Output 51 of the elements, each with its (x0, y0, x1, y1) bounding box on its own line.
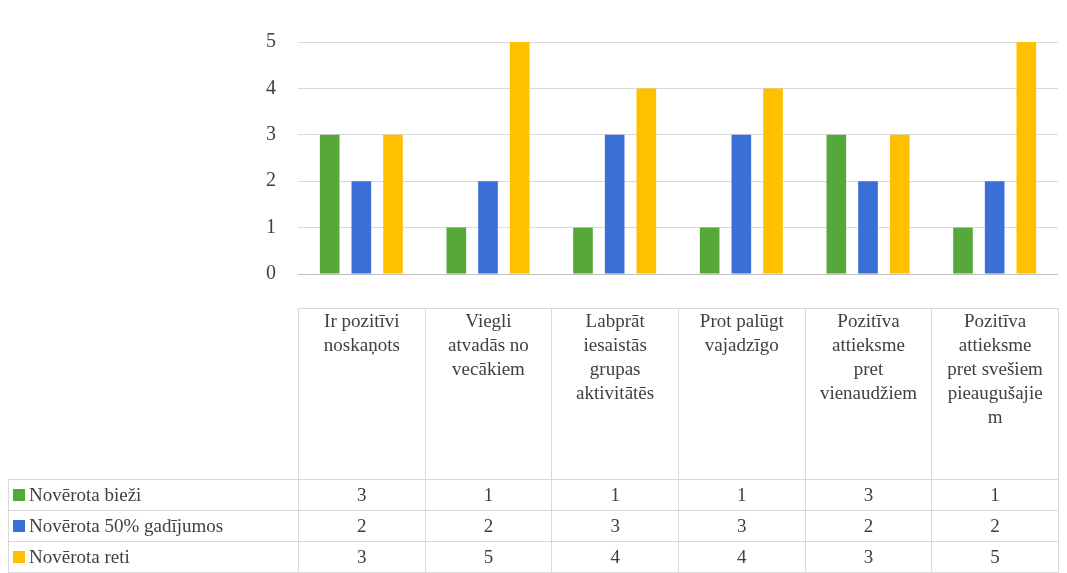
data-label: 1 (551, 479, 679, 511)
x-tick-label: Viegli atvadās no vecākiem (425, 308, 552, 480)
bar (826, 134, 847, 274)
bar (763, 88, 783, 274)
bar (604, 134, 625, 274)
x-tick-label: Pozitīva attieksme pret vienaudžiem (805, 308, 932, 480)
bar (478, 181, 498, 274)
bar (984, 181, 1005, 274)
bar (446, 227, 467, 274)
data-label: 2 (805, 510, 932, 542)
bar (573, 227, 593, 274)
data-label: 5 (425, 541, 552, 573)
y-tick-label: 3 (266, 122, 276, 145)
data-label: 3 (678, 510, 806, 542)
data-label: 2 (931, 510, 1059, 542)
data-label: 4 (678, 541, 806, 573)
data-label: 3 (298, 541, 426, 573)
y-tick-label: 5 (266, 29, 276, 52)
bar (1016, 42, 1037, 274)
data-label: 1 (425, 479, 552, 511)
data-label: 2 (425, 510, 552, 542)
data-label: 1 (678, 479, 806, 511)
bar (319, 134, 340, 274)
data-label: 3 (298, 479, 426, 511)
legend-label: Novērota reti (29, 546, 130, 567)
bar (351, 181, 372, 274)
data-label: 4 (551, 541, 679, 573)
bar (953, 227, 973, 274)
data-label: 3 (551, 510, 679, 542)
data-label: 3 (805, 541, 932, 573)
bar (509, 42, 530, 274)
bar (699, 227, 720, 274)
data-label: 3 (805, 479, 932, 511)
y-tick-label: 2 (266, 168, 276, 191)
x-tick-label: Labprāt iesaistās grupas aktivitātēs (551, 308, 679, 480)
bar (636, 88, 657, 274)
legend-label: Novērota 50% gadījumos (29, 515, 224, 536)
data-label: 1 (931, 479, 1059, 511)
data-label: 2 (298, 510, 426, 542)
bar (889, 134, 910, 274)
y-tick-label: 1 (266, 214, 276, 237)
legend-label: Novērota bieži (29, 484, 142, 505)
y-tick-label: 4 (266, 75, 276, 98)
y-tick-label: 0 (266, 261, 276, 284)
x-tick-label: Prot palūgt vajadzīgo (678, 308, 806, 480)
data-label: 5 (931, 541, 1059, 573)
x-tick-label: Pozitīva attieksme pret svešiem pieaugušajiem (931, 308, 1059, 480)
x-tick-label: Ir pozitīvi noskaņots (298, 308, 426, 480)
bar (731, 134, 752, 274)
bar (858, 181, 878, 274)
bar (383, 134, 403, 274)
